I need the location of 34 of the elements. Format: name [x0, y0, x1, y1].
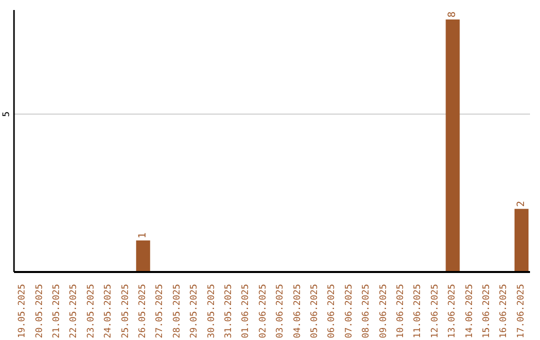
x-tick-label: 31.05.2025 [224, 284, 234, 338]
x-tick-label: 23.05.2025 [86, 284, 96, 338]
x-tick-label: 11.06.2025 [413, 284, 424, 338]
x-tick-label: 28.05.2025 [172, 284, 182, 338]
x-tick-label: 13.06.2025 [448, 284, 458, 338]
x-tick-label: 22.05.2025 [69, 284, 80, 338]
x-tick-label: 07.06.2025 [344, 284, 354, 338]
x-tick-label: 20.05.2025 [34, 284, 45, 338]
x-tick-label: 14.06.2025 [464, 284, 475, 338]
x-tick-label: 19.05.2025 [18, 284, 28, 338]
x-tick-label: 09.06.2025 [378, 284, 389, 338]
x-tick-label: 29.05.2025 [190, 284, 200, 338]
x-tick-label: 25.05.2025 [120, 284, 131, 338]
data-label: 8 [447, 11, 458, 18]
x-tick-label: 08.06.2025 [362, 284, 372, 338]
x-tick-label: 24.05.2025 [104, 284, 114, 338]
x-tick-label: 10.06.2025 [396, 284, 406, 338]
x-tick-label: 02.06.2025 [258, 284, 268, 338]
x-tick-label: 06.06.2025 [327, 284, 338, 338]
x-tick-label: 26.05.2025 [138, 284, 148, 338]
data-label: 2 [516, 200, 528, 207]
x-tick-label: 12.06.2025 [430, 284, 440, 338]
x-tick-label: 27.05.2025 [155, 284, 166, 338]
x-tick-label: 17.06.2025 [516, 284, 526, 338]
y-tick-label: 5 [2, 111, 12, 117]
data-label: 1 [138, 232, 149, 238]
x-tick-label: 01.06.2025 [241, 284, 252, 338]
x-tick-label: 21.05.2025 [52, 284, 62, 338]
x-tick-label: 30.05.2025 [206, 284, 217, 338]
x-tick-label: 15.06.2025 [482, 284, 492, 338]
x-tick-label: 05.06.2025 [310, 284, 320, 338]
x-tick-label: 03.06.2025 [276, 284, 286, 338]
x-tick-label: 04.06.2025 [292, 284, 303, 338]
x-tick-label: 16.06.2025 [499, 284, 510, 338]
